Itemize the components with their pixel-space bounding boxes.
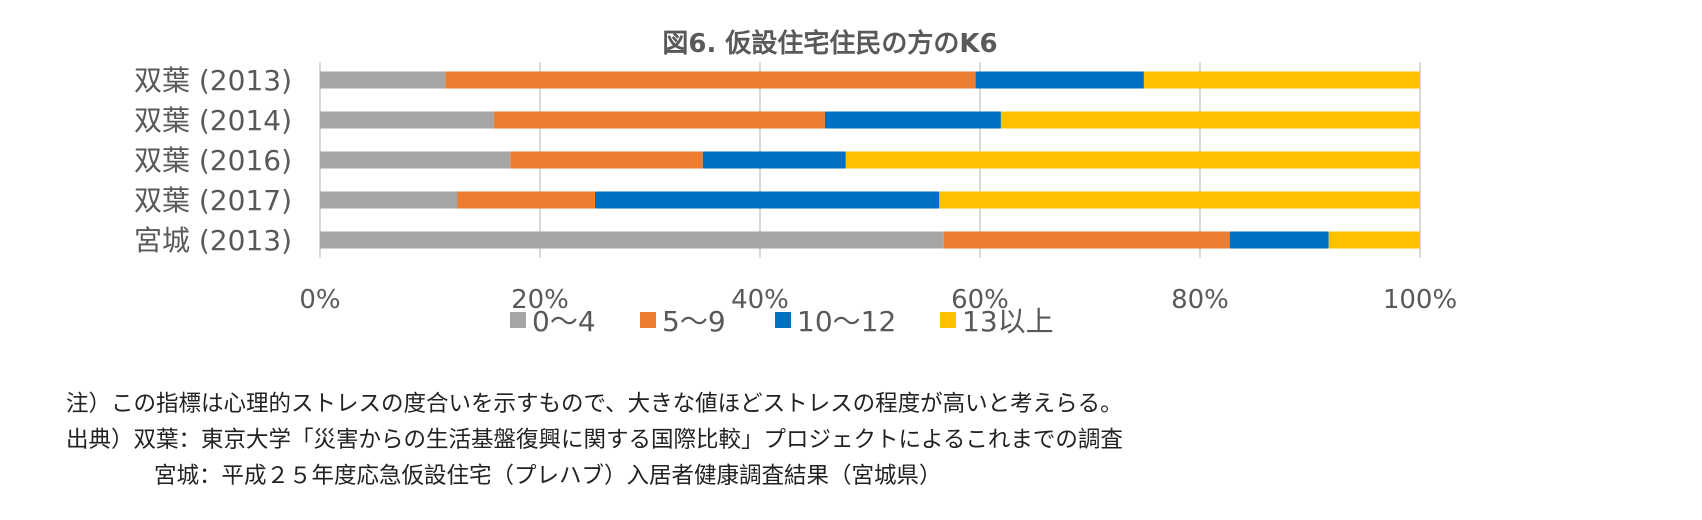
- legend-item: 5～9: [640, 305, 726, 338]
- bar-segment: [702, 151, 846, 169]
- bar-segment: [975, 71, 1144, 89]
- legend-swatch: [510, 312, 526, 328]
- x-tick-label: 20%: [511, 285, 569, 315]
- category-label: 双葉 (2017): [134, 184, 292, 217]
- bar-segment: [1229, 231, 1329, 249]
- x-tick-label: 0%: [299, 285, 340, 315]
- legend-item: 10～12: [775, 305, 896, 338]
- legend-swatch: [940, 312, 956, 328]
- bar-segment: [320, 151, 511, 169]
- bar-segment: [939, 191, 1420, 209]
- legend-swatch: [775, 312, 791, 328]
- x-tick-label: 40%: [731, 285, 789, 315]
- bar-segment: [1000, 111, 1420, 129]
- chart-title: 図6. 仮設住宅住民の方のK6: [662, 28, 997, 59]
- bar-segment: [445, 71, 976, 89]
- category-label: 双葉 (2013): [134, 64, 292, 97]
- category-labels: 双葉 (2013) 双葉 (2014) 双葉 (2016) 双葉 (2017) 宮城 (…: [134, 64, 292, 257]
- bar-segment: [320, 71, 446, 89]
- bar-segment: [1328, 231, 1420, 249]
- x-tick-label: 60%: [951, 285, 1009, 315]
- note-line: 注）この指標は心理的ストレスの度合いを示すもので、大きな値ほどストレスの程度が高…: [66, 391, 1123, 417]
- legend: 0～4 5～9 10～12 13以上: [510, 305, 1054, 338]
- bar-segment: [457, 191, 595, 209]
- legend-swatch: [640, 312, 656, 328]
- legend-label: 13以上: [962, 305, 1054, 338]
- legend-item: 0～4: [510, 305, 596, 338]
- bar-segment: [1143, 71, 1420, 89]
- legend-item: 13以上: [940, 305, 1054, 338]
- category-label: 宮城 (2013): [134, 224, 292, 257]
- source-line-miyagi: 宮城：平成２５年度応急仮設住宅（プレハブ）入居者健康調査結果（宮城県）: [154, 463, 942, 489]
- bar-segment: [943, 231, 1230, 249]
- chart-notes: 注）この指標は心理的ストレスの度合いを示すもので、大きな値ほどストレスの程度が高…: [66, 386, 1123, 494]
- legend-label: 10～12: [797, 305, 896, 338]
- source-line: 出典）双葉：東京大学「災害からの生活基盤復興に関する国際比較」プロジェクトによる…: [66, 427, 1123, 453]
- legend-label: 5～9: [662, 305, 726, 338]
- bar-segment: [824, 111, 1001, 129]
- legend-label: 0～4: [532, 305, 596, 338]
- bar-segment: [595, 191, 940, 209]
- bar-segment: [320, 231, 944, 249]
- x-tick-label: 100%: [1383, 285, 1457, 315]
- bar-segment: [845, 151, 1420, 169]
- bar-segment: [510, 151, 703, 169]
- x-tick-label: 80%: [1171, 285, 1229, 315]
- category-label: 双葉 (2014): [134, 104, 292, 137]
- bar-segment: [320, 111, 494, 129]
- bar-segment: [320, 191, 458, 209]
- stacked-bar-chart: 図6. 仮設住宅住民の方のK6 双葉 (2013)双葉 (2014)双葉 (20…: [134, 28, 1457, 338]
- bars: [320, 71, 1420, 249]
- category-label: 双葉 (2016): [134, 144, 292, 177]
- bar-segment: [493, 111, 825, 129]
- x-axis-ticks: 0% 20% 40% 60% 80% 100%: [299, 285, 1457, 315]
